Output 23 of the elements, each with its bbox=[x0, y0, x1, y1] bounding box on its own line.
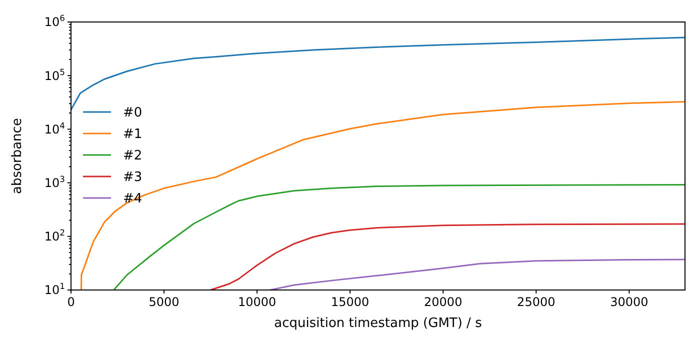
x-tick-label: 20000 bbox=[424, 295, 462, 309]
x-tick-label: 0 bbox=[67, 295, 75, 309]
y-tick-label: 10$^{3}$ bbox=[44, 174, 65, 190]
x-tick-label: 5000 bbox=[148, 295, 180, 309]
y-axis-title: absorbance bbox=[10, 118, 25, 194]
x-tick-label: 15000 bbox=[330, 295, 370, 309]
legend-label: #1 bbox=[123, 127, 142, 142]
line-series bbox=[80, 101, 685, 290]
x-tick-label: 25000 bbox=[517, 295, 556, 309]
x-axis-title: acquisition timestamp (GMT) / s bbox=[274, 316, 482, 331]
y-tick-label: 10$^{2}$ bbox=[44, 228, 65, 244]
line-series bbox=[269, 258, 685, 290]
line-series bbox=[210, 223, 685, 290]
x-tick-label: 30000 bbox=[610, 295, 648, 309]
y-tick-label: 10$^{5}$ bbox=[44, 66, 65, 83]
y-tick-label: 10$^{1}$ bbox=[44, 281, 65, 298]
legend-label: #3 bbox=[123, 170, 142, 186]
y-tick-label: 10$^{4}$ bbox=[44, 120, 65, 136]
y-tick-label: 10$^{6}$ bbox=[44, 13, 65, 30]
line-series bbox=[113, 184, 685, 290]
legend-label: #2 bbox=[123, 148, 142, 164]
x-tick-label: 10000 bbox=[238, 295, 276, 309]
legend-label: #0 bbox=[123, 106, 142, 121]
